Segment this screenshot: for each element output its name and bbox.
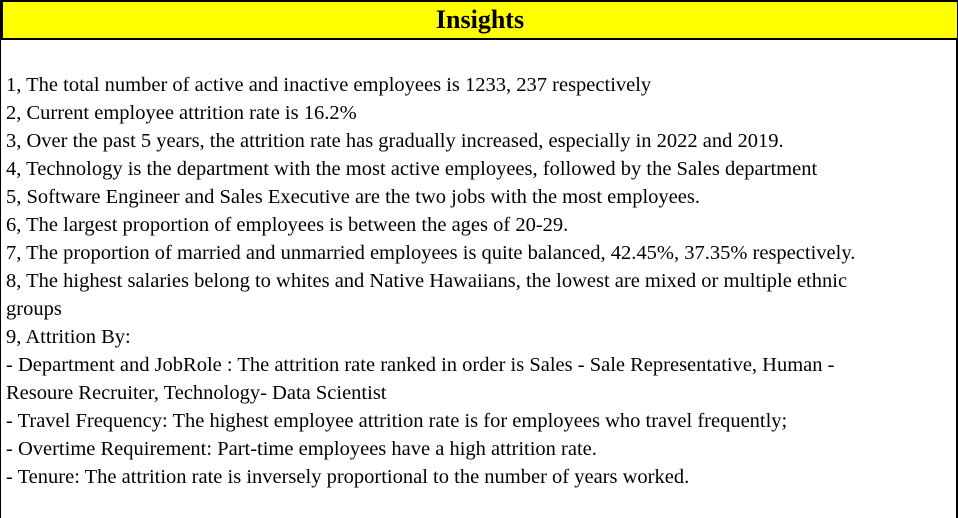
page-title: Insights: [435, 5, 525, 34]
insight-line-1: 1, The total number of active and inacti…: [6, 74, 652, 96]
insight-line-2: 2, Current employee attrition rate is 16…: [6, 102, 357, 124]
attrition-tenure-line: - Tenure: The attrition rate is inversel…: [6, 466, 690, 488]
insights-text-block: 1, The total number of active and inacti…: [6, 71, 951, 491]
insight-line-3: 3, Over the past 5 years, the attrition …: [6, 130, 784, 152]
insight-line-8: 8, The highest salaries belong to whites…: [6, 270, 848, 292]
insight-line-5: 5, Software Engineer and Sales Executive…: [6, 186, 700, 208]
attrition-overtime-line: - Overtime Requirement: Part-time employ…: [6, 438, 597, 460]
attrition-department-line: - Department and JobRole : The attrition…: [6, 354, 835, 376]
insights-header: Insights: [1, 0, 958, 40]
attrition-travel-line: - Travel Frequency: The highest employee…: [6, 410, 788, 432]
insight-line-9: 9, Attrition By:: [6, 326, 131, 348]
insight-line-6: 6, The largest proportion of employees i…: [6, 214, 569, 236]
insight-line-8-cont: groups: [6, 298, 62, 320]
insight-line-4: 4, Technology is the department with the…: [6, 158, 818, 180]
insight-line-7: 7, The proportion of married and unmarri…: [6, 242, 856, 264]
attrition-department-line-cont: Resoure Recruiter, Technology- Data Scie…: [6, 382, 387, 404]
